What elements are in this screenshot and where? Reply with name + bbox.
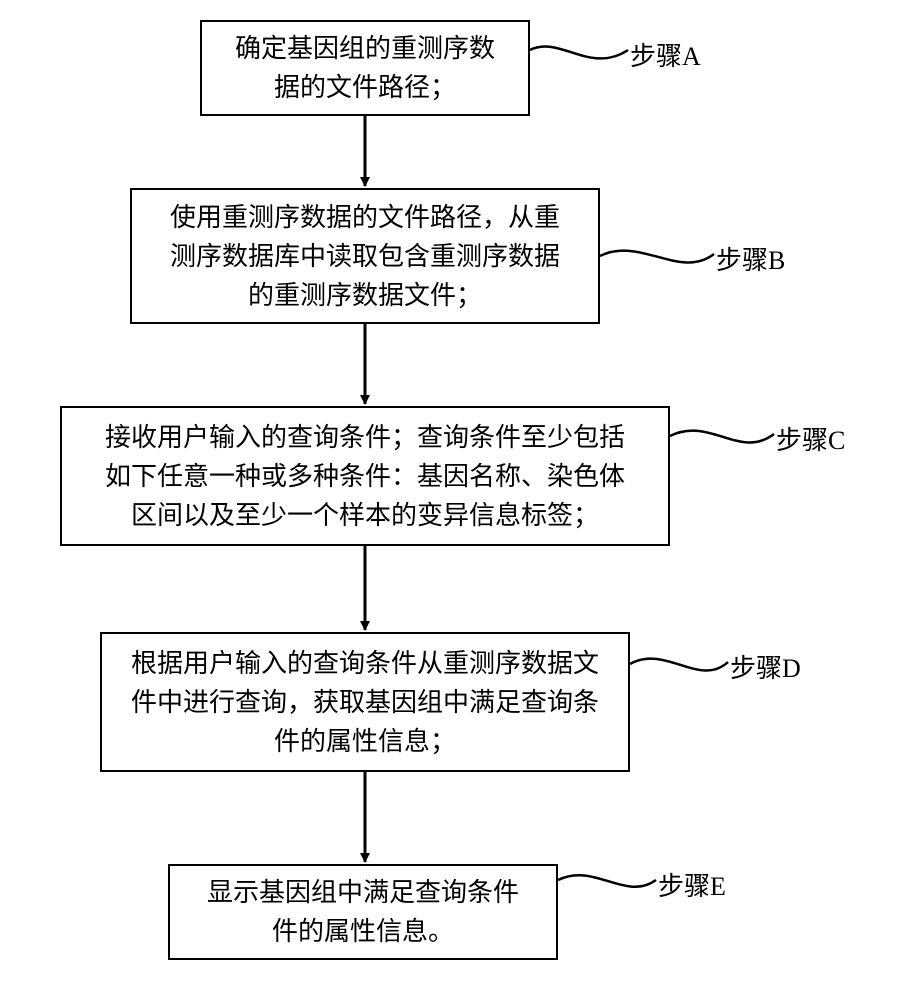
connector-e (558, 875, 656, 887)
label-text: 步骤D (730, 654, 801, 683)
node-step-b: 使用重测序数据的文件路径，从重测序数据库中读取包含重测序数据的重测序数据文件； (130, 188, 600, 324)
node-text: 接收用户输入的查询条件；查询条件至少包括如下任意一种或多种条件：基因名称、染色体… (105, 418, 625, 535)
node-text: 根据用户输入的查询条件从重测序数据文件中进行查询，获取基因组中满足查询条件的属性… (131, 644, 599, 761)
node-step-c: 接收用户输入的查询条件；查询条件至少包括如下任意一种或多种条件：基因名称、染色体… (60, 406, 670, 546)
node-text: 使用重测序数据的文件路径，从重测序数据库中读取包含重测序数据的重测序数据文件； (170, 198, 560, 315)
node-step-d: 根据用户输入的查询条件从重测序数据文件中进行查询，获取基因组中满足查询条件的属性… (100, 632, 630, 772)
label-text: 步骤C (776, 426, 845, 455)
label-step-c: 步骤C (776, 420, 845, 457)
connector-b (600, 251, 714, 263)
label-text: 步骤A (630, 42, 701, 71)
label-step-a: 步骤A (630, 36, 701, 73)
connector-a (530, 47, 628, 59)
node-text: 显示基因组中满足查询条件件的属性信息。 (207, 873, 519, 951)
label-step-e: 步骤E (658, 866, 726, 903)
connector-c (670, 431, 774, 443)
label-step-d: 步骤D (730, 648, 801, 685)
label-step-b: 步骤B (716, 240, 785, 277)
node-step-e: 显示基因组中满足查询条件件的属性信息。 (168, 864, 558, 960)
node-text: 确定基因组的重测序数据的文件路径； (235, 29, 495, 107)
connector-d (630, 659, 728, 671)
node-step-a: 确定基因组的重测序数据的文件路径； (200, 20, 530, 116)
label-text: 步骤E (658, 872, 726, 901)
label-text: 步骤B (716, 246, 785, 275)
